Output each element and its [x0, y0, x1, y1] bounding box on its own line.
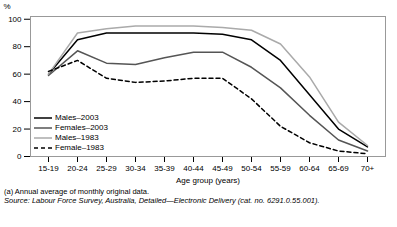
svg-text:55-59: 55-59	[270, 164, 291, 173]
svg-text:40-44: 40-44	[183, 164, 204, 173]
svg-text:20-24: 20-24	[67, 164, 88, 173]
svg-text:15-19: 15-19	[38, 164, 59, 173]
svg-text:70+: 70+	[361, 164, 375, 173]
svg-text:60: 60	[13, 70, 22, 79]
svg-text:80: 80	[13, 42, 22, 51]
svg-text:45-49: 45-49	[212, 164, 233, 173]
svg-text:25-29: 25-29	[96, 164, 117, 173]
html-text:Source: Labour Force Survey, A: Source: Labour Force Survey, Australia, …	[4, 196, 320, 205]
svg-text:30-34: 30-34	[125, 164, 146, 173]
svg-text:60-64: 60-64	[299, 164, 320, 173]
html-text:Males–1983: Males–1983	[55, 133, 99, 142]
svg-text:35-39: 35-39	[154, 164, 175, 173]
html-text:Males–2003: Males–2003	[55, 113, 99, 122]
svg-text:50-54: 50-54	[241, 164, 262, 173]
svg-text:65-69: 65-69	[328, 164, 349, 173]
svg-text:Age group (years): Age group (years)	[176, 176, 240, 185]
html-text:Females–2003: Females–2003	[55, 123, 108, 132]
svg-text:100: 100	[8, 15, 22, 24]
html-text:Female–1983: Female–1983	[55, 143, 104, 152]
svg-text:20: 20	[13, 125, 22, 134]
svg-text:%: %	[4, 2, 11, 11]
svg-text:0: 0	[17, 152, 22, 161]
html-text:(a) Annual average of monthly: (a) Annual average of monthly original d…	[4, 187, 150, 196]
svg-text:40: 40	[13, 97, 22, 106]
